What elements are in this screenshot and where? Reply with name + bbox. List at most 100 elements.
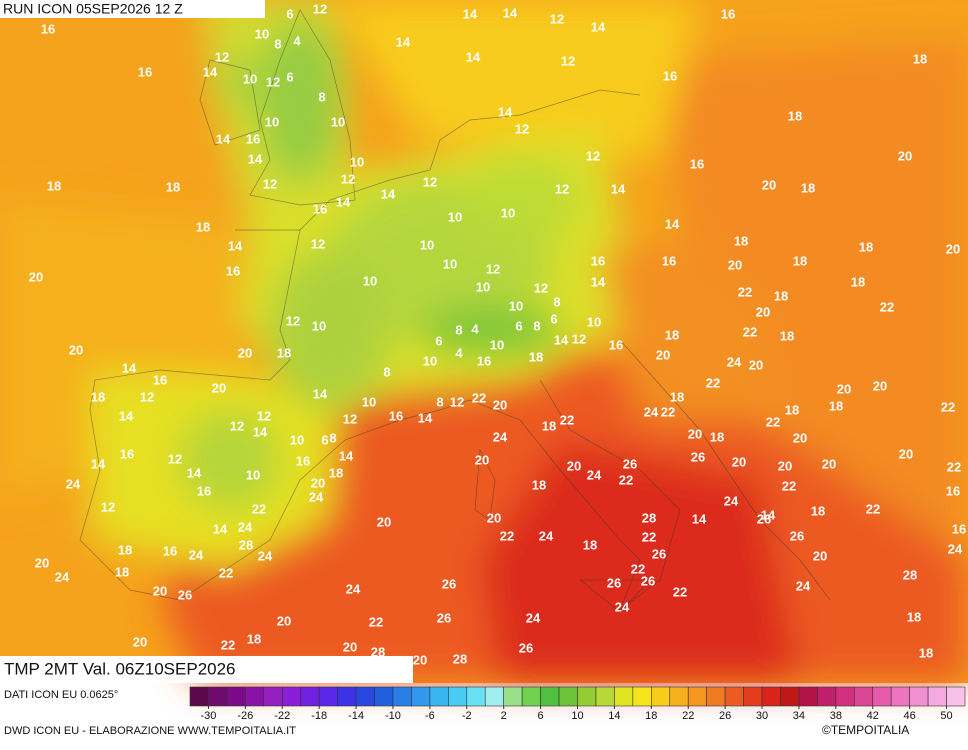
temperature-label: 18 bbox=[788, 108, 802, 123]
temperature-label: 16 bbox=[138, 64, 152, 79]
temperature-label: 18 bbox=[859, 239, 873, 254]
temperature-label: 22 bbox=[673, 584, 687, 599]
temperature-label: 10 bbox=[312, 318, 326, 333]
temperature-label: 20 bbox=[899, 446, 913, 461]
temperature-label: 6 bbox=[321, 432, 328, 447]
color-swatch bbox=[798, 686, 818, 707]
temperature-label: 26 bbox=[652, 546, 666, 561]
temperature-label: 12 bbox=[343, 411, 357, 426]
temperature-label: 22 bbox=[560, 412, 574, 427]
temperature-label: 14 bbox=[213, 521, 228, 536]
temperature-label: 10 bbox=[331, 114, 345, 129]
temperature-label: 10 bbox=[290, 432, 304, 447]
temperature-label: 18 bbox=[247, 631, 261, 646]
tick-label: 2 bbox=[501, 710, 507, 722]
temperature-label: 22 bbox=[743, 324, 757, 339]
temperature-label: 24 bbox=[587, 467, 602, 482]
temperature-label: 16 bbox=[952, 521, 966, 536]
temperature-label: 16 bbox=[163, 543, 177, 558]
temperature-label: 10 bbox=[476, 279, 490, 294]
temperature-label: 8 bbox=[383, 364, 390, 379]
color-swatch bbox=[853, 686, 874, 707]
temperature-label: 12 bbox=[230, 418, 244, 433]
temperature-label: 18 bbox=[780, 328, 794, 343]
color-swatch bbox=[484, 686, 504, 707]
color-swatch bbox=[595, 686, 615, 707]
color-swatch bbox=[521, 686, 541, 707]
temperature-label: 14 bbox=[119, 408, 134, 423]
temperature-label: 18 bbox=[907, 609, 921, 624]
temperature-field bbox=[0, 0, 968, 683]
temperature-label: 14 bbox=[761, 507, 776, 522]
temperature-label: 22 bbox=[782, 478, 796, 493]
colorbar: -30 -26 -22 -18 -14 -10 -6 -2 2 6 10 14 18 22 26 30 34 38… bbox=[189, 686, 966, 722]
temperature-label: 16 bbox=[296, 453, 310, 468]
color-swatch bbox=[780, 686, 800, 707]
credit: DWD ICON EU - ELABORAZIONE WWW.TEMPOITAL… bbox=[4, 725, 296, 737]
color-swatch bbox=[189, 686, 209, 707]
temperature-label: 14 bbox=[187, 465, 202, 480]
temperature-label: 10 bbox=[246, 467, 260, 482]
temperature-label: 16 bbox=[946, 483, 960, 498]
temperature-label: 22 bbox=[880, 299, 894, 314]
tick-label: -2 bbox=[462, 710, 472, 722]
temperature-label: 22 bbox=[472, 390, 486, 405]
temperature-label: 12 bbox=[101, 499, 115, 514]
temperature-label: 20 bbox=[343, 639, 357, 654]
temperature-label: 20 bbox=[749, 357, 763, 372]
temperature-label: 12 bbox=[515, 121, 529, 136]
temperature-label: 18 bbox=[665, 327, 679, 342]
color-swatch bbox=[300, 686, 320, 707]
color-swatch bbox=[318, 686, 338, 707]
temperature-label: 16 bbox=[609, 337, 623, 352]
color-swatch bbox=[743, 686, 763, 707]
color-swatch bbox=[817, 686, 837, 707]
temperature-label: 12 bbox=[586, 148, 600, 163]
temperature-label: 24 bbox=[258, 548, 273, 563]
color-swatch bbox=[374, 686, 394, 707]
temperature-label: 20 bbox=[688, 426, 702, 441]
temperature-label: 6 bbox=[286, 6, 293, 21]
temperature-label: 14 bbox=[336, 194, 351, 209]
field-box bbox=[0, 656, 413, 683]
color-swatch bbox=[540, 686, 560, 707]
temperature-label: 22 bbox=[631, 561, 645, 576]
color-swatch bbox=[890, 686, 910, 707]
temperature-label: 26 bbox=[790, 528, 804, 543]
temperature-label: 10 bbox=[243, 71, 257, 86]
temperature-label: 4 bbox=[471, 321, 479, 336]
temperature-label: 20 bbox=[475, 452, 489, 467]
temperature-label: 14 bbox=[122, 360, 137, 375]
temperature-label: 8 bbox=[274, 36, 281, 51]
temperature-label: 16 bbox=[389, 408, 403, 423]
data-source: DATI ICON EU 0.0625° bbox=[4, 689, 118, 701]
color-swatch bbox=[503, 686, 523, 707]
color-swatch bbox=[706, 686, 726, 707]
temperature-label: 22 bbox=[642, 529, 656, 544]
temperature-label: 22 bbox=[706, 375, 720, 390]
temperature-label: 12 bbox=[311, 236, 325, 251]
color-swatch bbox=[429, 686, 449, 707]
temperature-label: 18 bbox=[919, 645, 933, 660]
temperature-label: 16 bbox=[246, 131, 260, 146]
temperature-label: 18 bbox=[166, 179, 180, 194]
temperature-label: 24 bbox=[55, 569, 70, 584]
color-swatch bbox=[724, 686, 744, 707]
temperature-label: 24 bbox=[189, 547, 204, 562]
temperature-label: 12 bbox=[286, 313, 300, 328]
temperature-label: 26 bbox=[757, 511, 771, 526]
temperature-label: 24 bbox=[948, 541, 963, 556]
temperature-label: 12 bbox=[341, 171, 355, 186]
color-swatch bbox=[835, 686, 855, 707]
color-swatch bbox=[263, 686, 283, 707]
temperature-label: 20 bbox=[493, 397, 507, 412]
temperature-label: 20 bbox=[728, 257, 742, 272]
temperature-label: 14 bbox=[381, 186, 396, 201]
temperature-label: 14 bbox=[228, 238, 243, 253]
temperature-label: 20 bbox=[813, 548, 827, 563]
temperature-label: 14 bbox=[466, 49, 481, 64]
temperature-label: 22 bbox=[941, 399, 955, 414]
temperature-label: 4 bbox=[293, 33, 301, 48]
temperature-label: 24 bbox=[66, 476, 81, 491]
